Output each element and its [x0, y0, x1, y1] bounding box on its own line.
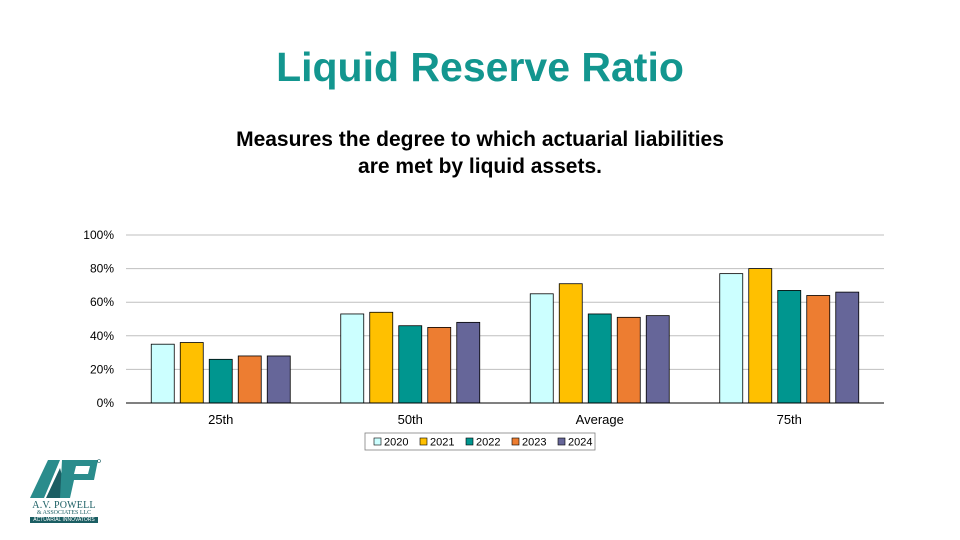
bar-2020-25th	[150, 343, 175, 404]
legend-swatch-2024	[557, 437, 566, 446]
bar-2023-25th	[237, 355, 262, 404]
page-subtitle: Measures the degree to which actuarial l…	[0, 126, 960, 180]
bar-2021-50th	[369, 311, 394, 404]
bar-2024-Average	[645, 315, 670, 404]
bar-2022-25th	[208, 358, 233, 404]
x-tick-label: Average	[576, 412, 624, 427]
bar-2021-75th	[748, 268, 773, 404]
y-tick-label: 100%	[83, 228, 114, 242]
bar-2020-75th	[719, 273, 744, 404]
y-tick-label: 40%	[90, 329, 114, 343]
legend-swatch-2023	[511, 437, 520, 446]
bar-2024-50th	[456, 321, 481, 404]
legend-label-2022: 2022	[476, 437, 500, 449]
bar-2023-75th	[806, 295, 831, 404]
legend-label-2021: 2021	[430, 437, 454, 449]
legend-label-2024: 2024	[568, 437, 592, 449]
legend-label-2020: 2020	[384, 437, 408, 449]
company-logo: A.V. POWELL & ASSOCIATES LLC ACTUARIAL I…	[26, 458, 102, 524]
legend-swatch-2020	[373, 437, 382, 446]
y-tick-label: 20%	[90, 362, 114, 376]
y-tick-label: 0%	[97, 396, 115, 410]
bar-2021-25th	[179, 342, 204, 404]
bar-2024-75th	[835, 291, 860, 404]
x-tick-label: 75th	[777, 412, 802, 427]
bar-2023-Average	[616, 316, 641, 404]
logo-name: A.V. POWELL	[32, 500, 96, 511]
y-tick-label: 80%	[90, 262, 114, 276]
legend-box	[364, 432, 596, 451]
bar-2020-50th	[340, 313, 365, 404]
bar-2020-Average	[529, 293, 554, 404]
x-tick-label: 50th	[398, 412, 423, 427]
bar-2021-Average	[558, 283, 583, 404]
page-title: Liquid Reserve Ratio	[276, 44, 684, 90]
bar-2023-50th	[427, 326, 452, 404]
bar-2024-25th	[266, 355, 291, 404]
x-tick-label: 25th	[208, 412, 233, 427]
logo-tagline: ACTUARIAL INNOVATORS	[30, 517, 98, 523]
subtitle-line-2: are met by liquid assets.	[358, 155, 602, 178]
legend-swatch-2021	[419, 437, 428, 446]
y-tick-label: 60%	[90, 295, 114, 309]
bar-2022-Average	[587, 313, 612, 404]
subtitle-line-1: Measures the degree to which actuarial l…	[236, 128, 724, 151]
logo-mark-icon	[30, 459, 101, 498]
logo-sub: & ASSOCIATES LLC	[36, 510, 92, 516]
bar-2022-50th	[398, 325, 423, 404]
legend-swatch-2022	[465, 437, 474, 446]
legend-label-2023: 2023	[522, 437, 546, 449]
bar-2022-75th	[777, 290, 802, 404]
